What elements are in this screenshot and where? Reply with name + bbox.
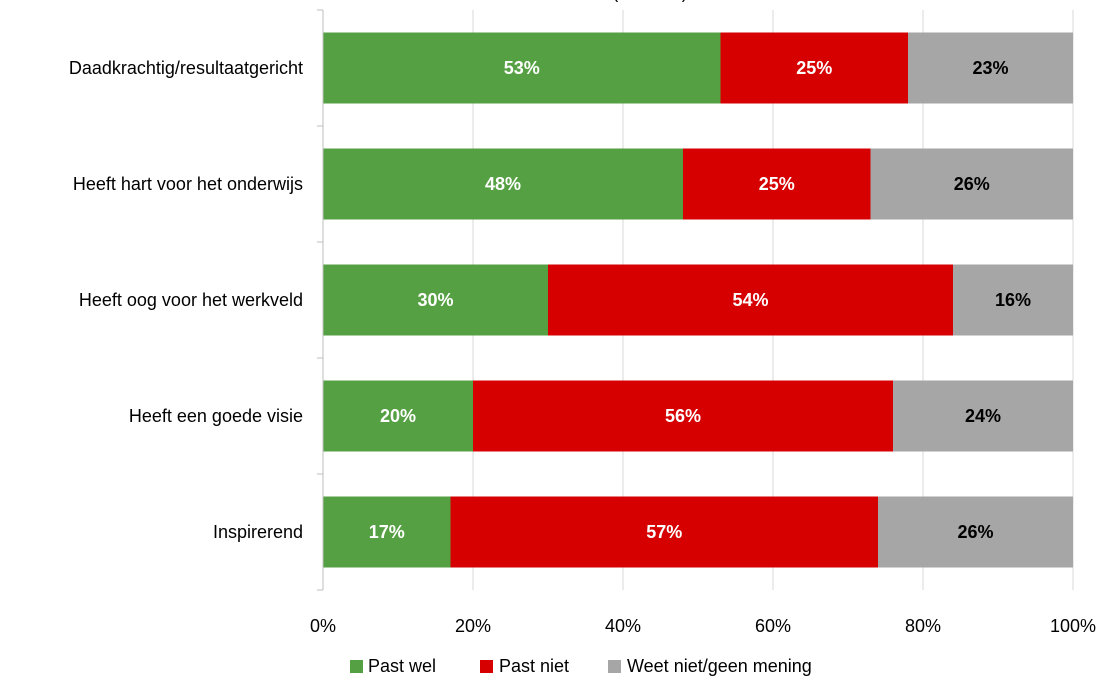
bar-segment-1-0	[720, 32, 908, 104]
category-label: Daadkrachtig/resultaatgericht	[69, 58, 303, 78]
bar-data-label: 30%	[417, 290, 453, 310]
chart-title: (N = 185)	[612, 0, 688, 2]
legend-swatch-0	[350, 660, 363, 673]
bar-segment-0-3	[323, 380, 473, 452]
legend-swatch-1	[480, 660, 493, 673]
x-tick-label: 60%	[755, 616, 791, 636]
category-label: Heeft oog voor het werkveld	[79, 290, 303, 310]
bar-data-label: 25%	[796, 58, 832, 78]
bar-segment-2-1	[870, 148, 1073, 220]
bar-data-label: 20%	[380, 406, 416, 426]
bar-segment-2-2	[953, 264, 1073, 336]
bar-segment-0-2	[323, 264, 548, 336]
bar-data-label: 26%	[954, 174, 990, 194]
bar-data-label: 23%	[972, 58, 1008, 78]
x-tick-label: 100%	[1050, 616, 1096, 636]
bar-data-label: 54%	[732, 290, 768, 310]
bar-segment-0-0	[323, 32, 721, 104]
bar-segment-2-3	[893, 380, 1073, 452]
bar-data-label: 48%	[485, 174, 521, 194]
x-tick-label: 40%	[605, 616, 641, 636]
x-tick-label: 0%	[310, 616, 336, 636]
category-label: Heeft hart voor het onderwijs	[73, 174, 303, 194]
bar-data-label: 53%	[504, 58, 540, 78]
legend-swatch-2	[608, 660, 621, 673]
bar-data-label: 56%	[665, 406, 701, 426]
x-tick-label: 80%	[905, 616, 941, 636]
bar-data-label: 25%	[759, 174, 795, 194]
bar-segment-1-4	[450, 496, 878, 568]
bar-data-label: 16%	[995, 290, 1031, 310]
category-label: Heeft een goede visie	[129, 406, 303, 426]
bar-segment-1-2	[548, 264, 953, 336]
legend-label: Past wel	[368, 656, 436, 676]
bar-segment-1-1	[683, 148, 871, 220]
bar-segment-1-3	[473, 380, 893, 452]
category-label: Inspirerend	[213, 522, 303, 542]
bar-segment-0-1	[323, 148, 683, 220]
legend-label: Past niet	[499, 656, 569, 676]
bar-data-label: 17%	[369, 522, 405, 542]
legend-label: Weet niet/geen mening	[627, 656, 812, 676]
bar-data-label: 24%	[965, 406, 1001, 426]
bar-data-label: 57%	[646, 522, 682, 542]
x-tick-label: 20%	[455, 616, 491, 636]
bar-segment-0-4	[323, 496, 451, 568]
bar-segment-2-4	[878, 496, 1073, 568]
bar-data-label: 26%	[957, 522, 993, 542]
bar-segment-2-0	[908, 32, 1073, 104]
